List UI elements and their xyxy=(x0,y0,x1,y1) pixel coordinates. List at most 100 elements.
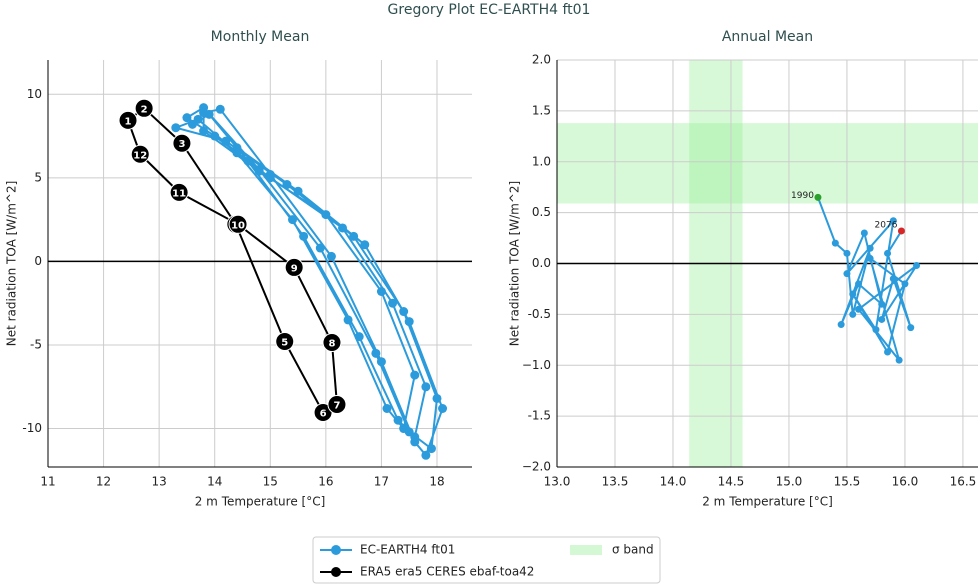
data-point xyxy=(284,257,304,277)
y-tick-label: 1.0 xyxy=(532,154,551,168)
data-point xyxy=(907,324,915,332)
data-point xyxy=(889,217,897,225)
y-tick-label: -0.5 xyxy=(528,307,551,321)
point-label: 12 xyxy=(133,150,147,161)
data-point xyxy=(293,186,303,196)
data-point xyxy=(288,215,298,225)
annotation: 2076 xyxy=(875,220,898,230)
data-point xyxy=(889,275,897,283)
data-point xyxy=(410,370,420,380)
data-point xyxy=(299,231,309,241)
y-tick-label: -1.5 xyxy=(528,409,551,423)
data-point xyxy=(388,298,398,308)
point-label: 11 xyxy=(172,188,186,199)
data-point xyxy=(134,98,154,118)
data-point xyxy=(182,113,192,123)
legend-label: EC-EARTH4 ft01 xyxy=(360,543,455,557)
legend-marker xyxy=(331,567,341,577)
data-point xyxy=(349,231,359,241)
x-tick-label: 15 xyxy=(263,475,278,489)
legend-box xyxy=(312,536,661,584)
data-point xyxy=(215,104,225,114)
data-point xyxy=(130,144,150,164)
data-point xyxy=(872,326,880,334)
data-point xyxy=(354,332,364,342)
figure-title: Gregory Plot EC-EARTH4 ft01 xyxy=(388,2,591,18)
legend-marker xyxy=(331,545,341,555)
x-tick-label: 17 xyxy=(374,475,389,489)
data-point xyxy=(199,126,209,136)
point-label: 2 xyxy=(141,104,148,115)
data-point xyxy=(866,244,874,252)
y-tick-label: -5 xyxy=(30,337,42,351)
y-tick-label: -10 xyxy=(22,421,42,435)
point-label: 9 xyxy=(291,263,298,274)
data-point xyxy=(884,348,892,356)
y-tick-label: 5 xyxy=(34,170,42,184)
data-point xyxy=(849,310,857,318)
data-point xyxy=(855,305,863,313)
data-point xyxy=(913,262,921,270)
point-label: 10 xyxy=(231,220,245,231)
data-point xyxy=(410,437,420,447)
x-tick-label: 13.5 xyxy=(602,475,629,489)
data-point xyxy=(322,332,342,352)
data-point xyxy=(884,249,892,257)
data-point xyxy=(878,300,886,308)
data-point xyxy=(376,357,386,367)
x-tick-label: 14.0 xyxy=(660,475,687,489)
data-point xyxy=(399,307,409,317)
x-tick-label: 12 xyxy=(96,475,111,489)
data-point xyxy=(866,254,874,262)
data-point xyxy=(837,321,845,329)
x-tick-label: 15.0 xyxy=(776,475,803,489)
data-point xyxy=(371,348,381,358)
data-point xyxy=(343,315,353,325)
data-point xyxy=(814,193,822,201)
y-tick-label: −1.0 xyxy=(522,358,551,372)
data-point xyxy=(831,239,839,247)
data-point xyxy=(221,136,231,146)
legend-patch xyxy=(570,545,602,555)
data-point xyxy=(199,108,209,118)
data-point xyxy=(376,286,386,296)
x-tick-label: 11 xyxy=(40,475,55,489)
data-point xyxy=(901,280,909,288)
point-label: 3 xyxy=(178,139,185,150)
data-point xyxy=(265,169,275,179)
x-tick-label: 13.0 xyxy=(544,475,571,489)
data-point xyxy=(171,123,181,133)
data-point xyxy=(172,133,192,153)
data-point xyxy=(432,393,442,403)
data-point xyxy=(315,243,325,253)
data-point xyxy=(228,214,248,234)
y-axis-label: Net radiation TOA [W/m^2] xyxy=(5,181,19,347)
data-point xyxy=(421,450,431,460)
legend-label: ERA5 era5 CERES ebaf-toa42 xyxy=(360,565,534,579)
data-point xyxy=(843,270,851,278)
point-label: 5 xyxy=(281,337,288,348)
data-point xyxy=(382,403,392,413)
data-point xyxy=(193,114,203,124)
y-tick-label: −2.0 xyxy=(522,460,551,474)
x-tick-label: 18 xyxy=(429,475,444,489)
data-point xyxy=(393,415,403,425)
data-point xyxy=(360,240,370,250)
annotation: 1990 xyxy=(791,191,814,201)
x-tick-label: 13 xyxy=(151,475,166,489)
y-tick-label: 10 xyxy=(27,87,42,101)
data-point xyxy=(327,394,347,414)
data-point xyxy=(326,251,336,261)
data-point xyxy=(169,182,189,202)
data-point xyxy=(897,227,905,235)
data-point xyxy=(843,249,851,257)
x-tick-label: 15.5 xyxy=(834,475,861,489)
data-point xyxy=(118,110,138,130)
data-point xyxy=(254,166,264,176)
y-tick-label: 0.0 xyxy=(532,256,551,270)
y-axis-label: Net radiation TOA [W/m^2] xyxy=(508,181,522,347)
data-point xyxy=(421,382,431,392)
data-point xyxy=(321,210,331,220)
y-tick-label: 1.5 xyxy=(532,103,551,117)
